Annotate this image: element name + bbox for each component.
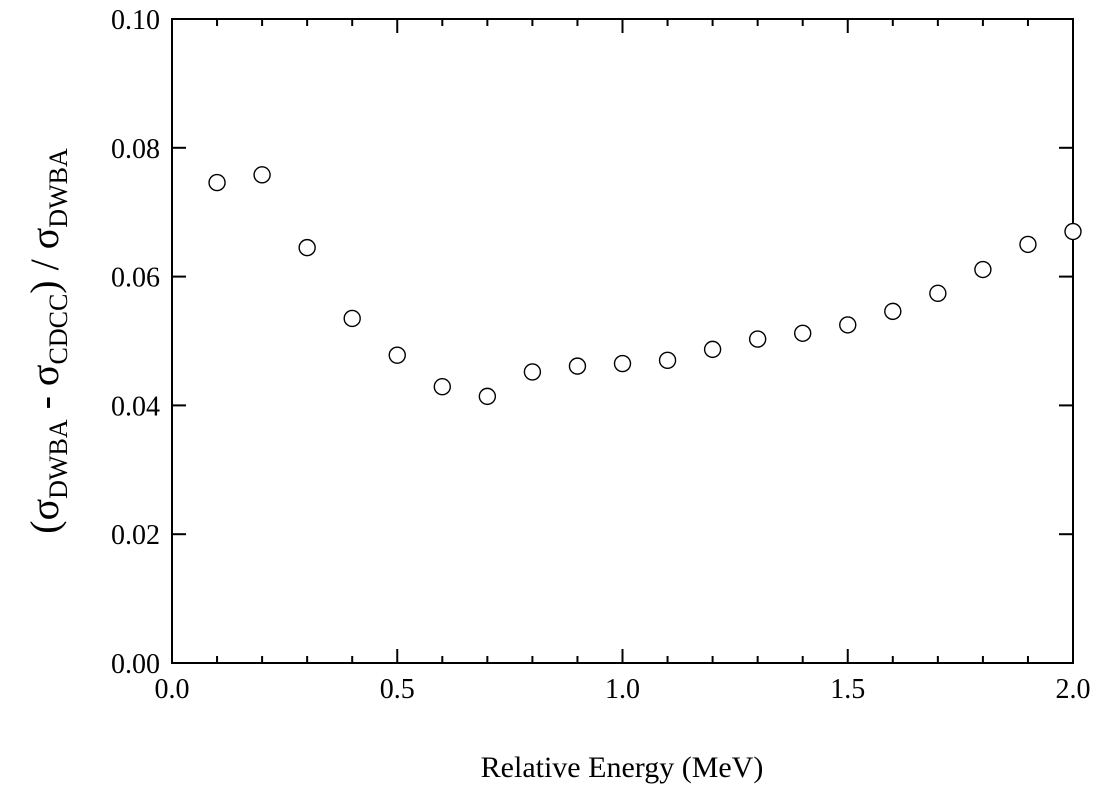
data-point xyxy=(794,324,812,342)
data-point xyxy=(613,354,632,373)
y-label-close-div: ) / xyxy=(22,249,67,293)
data-point xyxy=(929,284,947,303)
y-tick-label: 0.04 xyxy=(111,391,160,422)
data-point xyxy=(974,260,992,279)
data-point xyxy=(1064,222,1082,241)
data-point xyxy=(478,387,497,406)
data-point xyxy=(884,302,902,321)
y-tick-labels: 0.00 0.02 0.04 0.06 0.08 0.10 xyxy=(111,5,160,680)
x-axis-label: Relative Energy (MeV) xyxy=(481,751,764,784)
x-tick-label: 0.0 xyxy=(155,674,190,705)
x-tick-label: 0.5 xyxy=(380,674,415,705)
y-label-sigma-3: σ xyxy=(22,228,67,250)
x-tick-label: 2.0 xyxy=(1056,674,1091,705)
plot-frame xyxy=(171,18,1074,664)
data-point xyxy=(523,363,542,381)
x-tick-labels: 0.0 0.5 1.0 1.5 2.0 xyxy=(155,674,1091,705)
y-label-sub-3: DWBA xyxy=(44,148,73,228)
y-label-sigma-1: σ xyxy=(22,499,67,521)
y-axis-label: (σDWBA - σCDCC) / σDWBA xyxy=(22,148,73,534)
data-point xyxy=(748,330,767,348)
y-tick-label: 0.10 xyxy=(111,5,160,36)
y-tick-label: 0.08 xyxy=(111,134,160,165)
y-tick-label: 0.06 xyxy=(111,263,160,294)
y-label-sigma-2: σ xyxy=(22,365,67,387)
data-points xyxy=(208,166,1082,406)
data-point xyxy=(703,340,722,359)
y-label-minus: - xyxy=(22,386,67,419)
x-tick-label: 1.0 xyxy=(605,674,640,705)
data-point xyxy=(208,173,226,192)
data-point xyxy=(253,166,271,184)
y-tick-label: 0.02 xyxy=(111,520,160,551)
y-tick-label: 0.00 xyxy=(111,649,160,680)
axis-ticks xyxy=(171,18,1074,664)
data-point xyxy=(388,346,406,364)
data-point xyxy=(298,238,316,257)
y-label-sub-1: DWBA xyxy=(44,419,73,499)
x-tick-label: 1.5 xyxy=(830,674,865,705)
data-point xyxy=(658,351,677,370)
data-point xyxy=(433,378,451,396)
data-point xyxy=(1019,235,1037,254)
data-point xyxy=(839,316,857,334)
data-point xyxy=(568,357,587,375)
data-point xyxy=(343,309,361,328)
y-label-open-paren: ( xyxy=(22,520,67,533)
y-label-sub-2: CDCC xyxy=(44,294,73,365)
